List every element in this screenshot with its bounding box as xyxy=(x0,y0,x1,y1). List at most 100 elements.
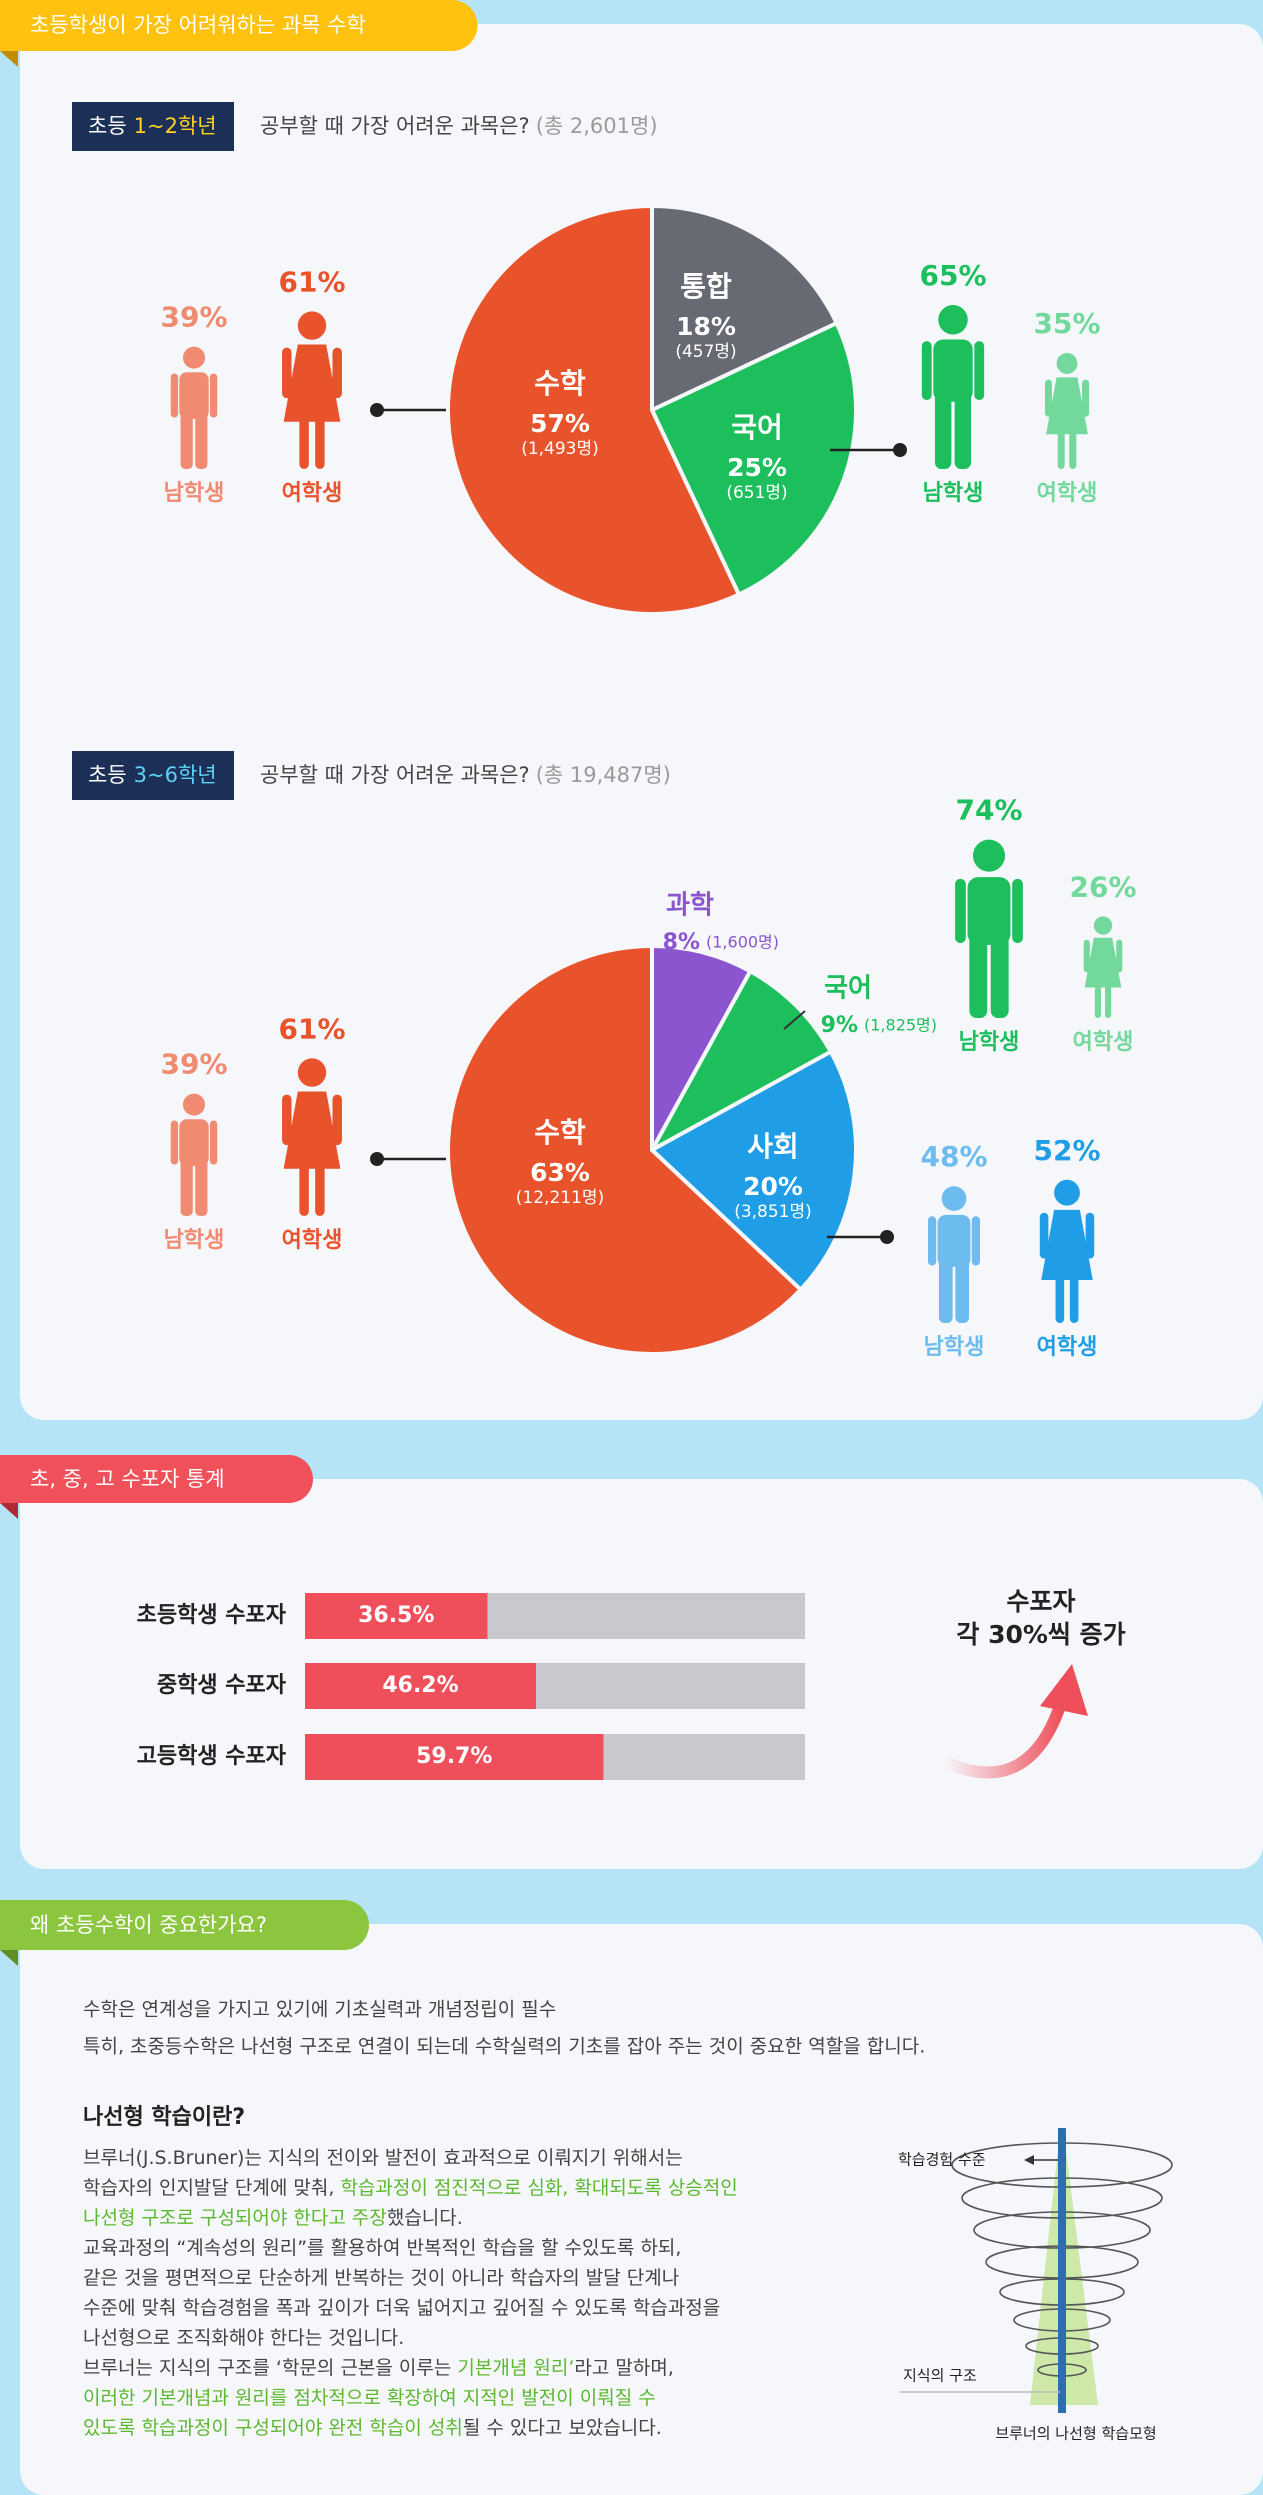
bar-value-label: 36.5% xyxy=(358,1603,434,1628)
gender-label: 남학생 xyxy=(164,1228,225,1253)
text-segment: 했습니다. xyxy=(387,2207,463,2229)
slice-count-label: (12,211명) xyxy=(516,1188,604,1208)
text-segment: 수준에 맞춰 학습경험을 폭과 깊이가 더욱 넓어지고 깊어질 수 있도록 학습… xyxy=(83,2297,720,2319)
paragraph-line: 수준에 맞춰 학습경험을 폭과 깊이가 더욱 넓어지고 깊어질 수 있도록 학습… xyxy=(83,2297,720,2319)
paragraph-line: 교육과정의 “계속성의 원리”를 활용하여 반복적인 학습을 할 수있도록 하되… xyxy=(83,2237,681,2259)
gender-value-label: 48% xyxy=(920,1140,987,1173)
grade-badge xyxy=(72,751,234,800)
paragraph-line: 있도록 학습과정이 구성되어야 완전 학습이 성취될 수 있다고 보았습니다. xyxy=(83,2417,662,2439)
bar-value-label: 59.7% xyxy=(416,1744,492,1769)
highlight-segment: 학습과정이 점진적으로 심화, 확대되도록 상승적인 xyxy=(340,2177,737,2199)
gender-value-label: 65% xyxy=(919,259,986,292)
pie-slice xyxy=(446,943,804,1356)
total-label: (총 19,487명) xyxy=(536,763,671,787)
section-tag xyxy=(0,1455,313,1503)
icon-leg xyxy=(1094,983,1101,1018)
text-segment: 학습자의 인지발달 단계에 맞춰, xyxy=(83,2177,340,2199)
icon-body xyxy=(283,1091,341,1169)
icon-leg xyxy=(955,1257,970,1323)
icon-head xyxy=(941,1186,967,1211)
bar-category-label: 고등학생 수포자 xyxy=(137,1744,287,1769)
paragraph-line: 브루너(J.S.Bruner)는 지식의 전이와 발전이 효과적으로 이뤄지기 … xyxy=(83,2147,683,2169)
slice-count-label: (457명) xyxy=(675,342,736,362)
spiral-heading: 나선형 학습이란? xyxy=(83,2105,245,2130)
bar xyxy=(305,1593,488,1639)
text-segment: 교육과정의 “계속성의 원리”를 활용하여 반복적인 학습을 할 수있도록 하되… xyxy=(83,2237,681,2259)
chart-title: 공부할 때 가장 어려운 과목은? (총 2,601명) xyxy=(260,114,658,138)
tag-fold xyxy=(0,51,18,67)
text-segment: 나선형으로 조직화해야 한다는 것입니다. xyxy=(83,2327,404,2349)
bar xyxy=(305,1663,536,1709)
gender-value-label: 39% xyxy=(160,1048,227,1081)
icon-arm xyxy=(332,347,342,399)
grade-badge-text: 초등 1~2학년 xyxy=(88,114,217,138)
tag-fold xyxy=(0,1950,18,1966)
leader-line xyxy=(783,1010,806,1030)
text-segment: 라고 말하며, xyxy=(574,2357,673,2379)
slice-value-label: 57% xyxy=(530,409,590,438)
icon-leg xyxy=(1069,1274,1079,1323)
pie-slice xyxy=(648,1049,858,1293)
icon-head xyxy=(182,1093,206,1116)
pie-slice xyxy=(650,203,840,414)
slice-value-label: 8% xyxy=(663,930,700,955)
gender-value-label: 35% xyxy=(1033,307,1100,340)
icon-leg xyxy=(934,390,952,469)
icon-body xyxy=(933,339,973,402)
bar xyxy=(305,1734,604,1780)
icon-body xyxy=(1084,937,1122,988)
gender-value-label: 61% xyxy=(278,265,345,298)
icon-arm xyxy=(928,1216,937,1266)
connector-dot xyxy=(370,1152,384,1166)
annotation: 각 30%씩 증가 xyxy=(956,1620,1125,1649)
highlight-segment: 나선형 구조로 구성되어야 한다고 주장 xyxy=(83,2207,387,2229)
slice-label: 국어 xyxy=(731,411,783,444)
paragraph-line: 같은 것을 평면적으로 단순하게 반복하는 것이 아니라 학습자의 발달 단계나 xyxy=(83,2267,679,2289)
slice-value-label: 9% xyxy=(821,1013,858,1038)
highlight-segment: 기본개념 원리’ xyxy=(457,2357,574,2379)
slice-count-label: (1,493명) xyxy=(521,439,599,459)
grade-badge xyxy=(72,102,234,151)
icon-leg xyxy=(195,410,208,469)
icon-head xyxy=(1093,916,1113,935)
slice-count-label: (1,825명) xyxy=(864,1016,937,1035)
connector-dot xyxy=(370,403,384,417)
icon-arm xyxy=(332,1094,342,1146)
icon-body xyxy=(179,1119,209,1166)
section-tag xyxy=(0,0,478,51)
chart-title: 공부할 때 가장 어려운 과목은? (총 19,487명) xyxy=(260,763,671,787)
male-icon xyxy=(921,305,985,469)
icon-leg xyxy=(954,390,972,469)
icon-arm xyxy=(170,1120,179,1165)
gender-value-label: 39% xyxy=(160,301,227,334)
icon-head xyxy=(182,346,206,369)
icon-head xyxy=(1056,353,1078,374)
gender-label: 남학생 xyxy=(924,1335,985,1360)
bar-category-label: 중학생 수포자 xyxy=(157,1673,287,1698)
icon-leg xyxy=(180,410,193,469)
icon-leg xyxy=(969,932,988,1018)
total-label: (총 2,601명) xyxy=(536,114,658,138)
slice-label: 국어 xyxy=(824,974,872,1004)
male-icon xyxy=(170,1093,218,1216)
grade-badge-text: 초등 3~6학년 xyxy=(88,763,217,787)
icon-arm xyxy=(1085,1212,1095,1259)
pie-slice xyxy=(446,203,742,616)
female-icon xyxy=(1044,353,1090,469)
gender-label: 여학생 xyxy=(1037,481,1098,506)
icon-head xyxy=(297,1058,327,1087)
badge-prefix: 초등 xyxy=(88,763,127,787)
icon-body xyxy=(1046,377,1088,435)
female-icon xyxy=(282,1058,342,1216)
icon-arm xyxy=(955,878,966,944)
pie-slice xyxy=(646,968,834,1156)
female-icon xyxy=(1039,1179,1095,1323)
icon-arm xyxy=(974,341,985,401)
slice-count-label: (651명) xyxy=(726,483,787,503)
icon-arm xyxy=(1012,878,1023,944)
slice-value-label: 25% xyxy=(727,453,787,482)
paragraph-line: 브루너는 지식의 구조를 ‘학문의 근본을 이루는 기본개념 원리’라고 말하며… xyxy=(83,2357,674,2379)
slice-value-label: 18% xyxy=(676,312,736,341)
slice-value-label: 63% xyxy=(530,1158,590,1187)
